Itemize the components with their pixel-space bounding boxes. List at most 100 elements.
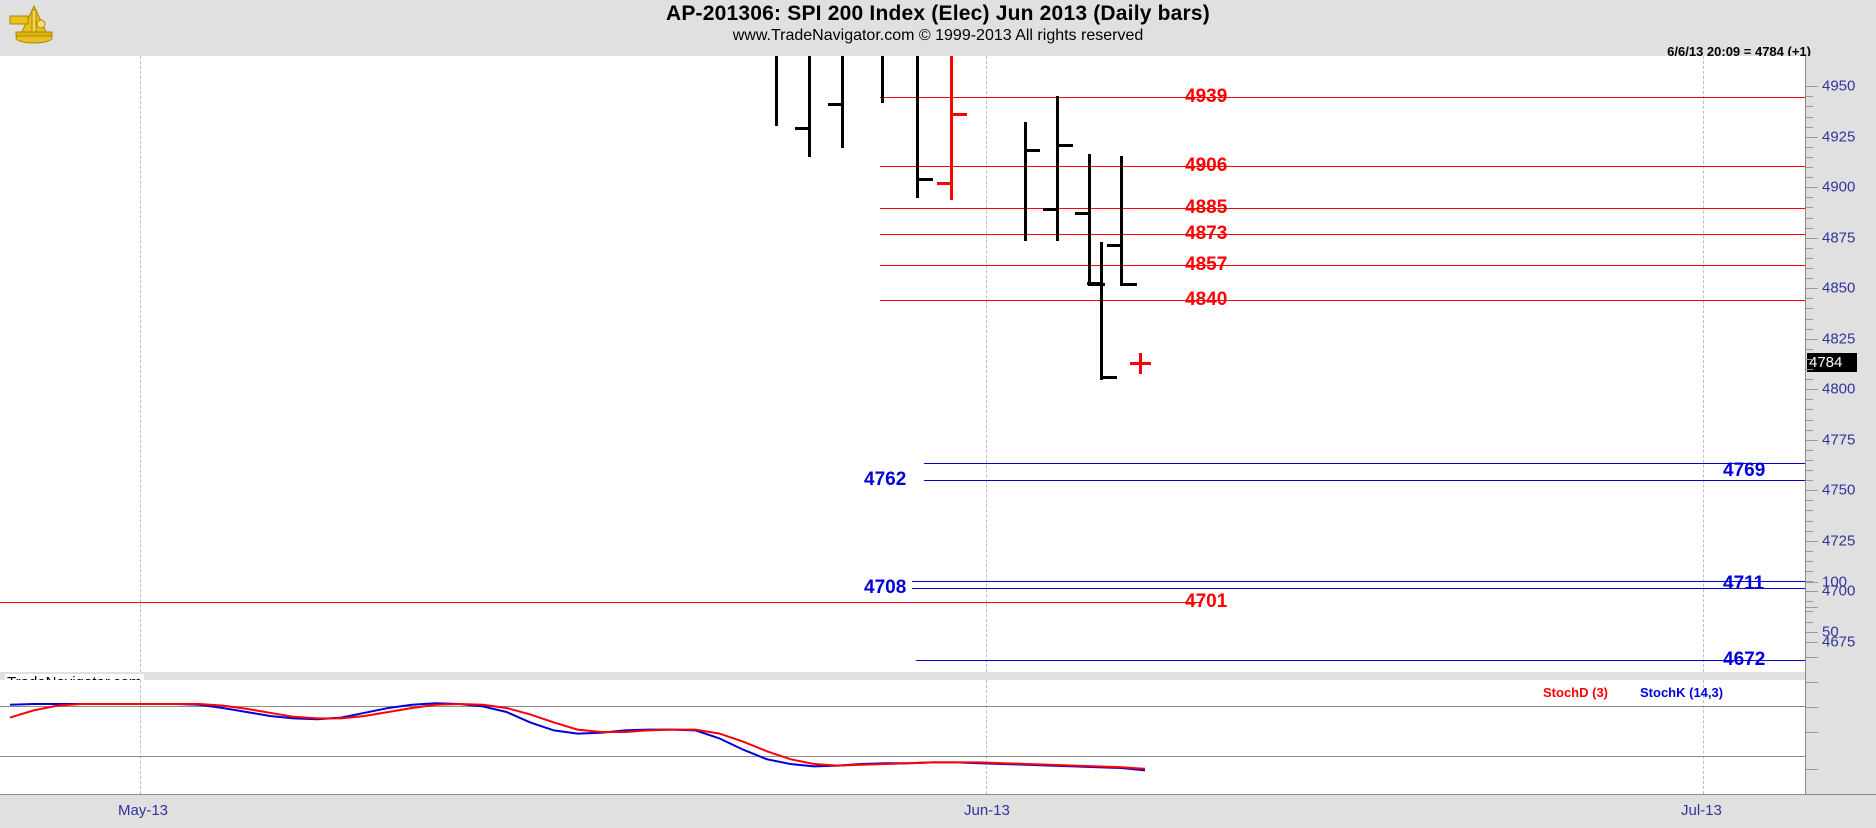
price-axis-tick [1806,490,1818,492]
price-line-4762[interactable] [924,480,1805,481]
price-axis-minor-tick [1806,167,1813,169]
date-label-may: May-13 [118,802,169,819]
last-price-flag: 4784 [1807,353,1857,372]
price-axis-minor-tick [1806,510,1813,512]
price-axis-minor-tick [1806,257,1813,259]
price-axis-label-4725: 4725 [1822,532,1856,550]
price-axis-minor-tick [1806,621,1813,623]
price-line-4840[interactable] [880,300,1805,301]
price-plot-area[interactable]: 4939 4906 4885 4873 4857 4840 4769 4762 … [0,56,1805,673]
last-quote-readout: 6/6/13 20:09 = 4784 (+1) [1667,44,1811,59]
price-axis-label-4950: 4950 [1822,77,1856,95]
price-axis-tick [1806,86,1818,88]
stoch-axis-label-100: 100 [1822,573,1848,591]
price-axis-minor-tick [1806,581,1813,583]
ohlc-bar[interactable] [881,56,884,103]
copyright-line: www.TradeNavigator.com © 1999-2013 All r… [732,27,1144,44]
stoch-axis-tick [1806,682,1818,683]
price-line-4857[interactable] [880,265,1805,266]
price-label-4711: 4711 [1723,573,1765,594]
ohlc-bar[interactable] [916,56,919,198]
price-axis-minor-tick [1806,156,1813,158]
price-axis-minor-tick [1806,419,1813,421]
price-axis-tick [1806,288,1818,290]
month-guide-jun [986,56,987,672]
price-axis-minor-tick [1806,348,1813,350]
price-line-4939[interactable] [880,97,1805,98]
price-axis-minor-tick [1806,369,1813,371]
price-line-4906[interactable] [880,166,1805,167]
cursor-crosshair-vertical [1139,353,1142,374]
price-axis-minor-tick [1806,631,1813,633]
price-axis-minor-tick [1806,550,1813,552]
price-axis-minor-tick [1806,278,1813,280]
price-label-4762: 4762 [864,469,907,490]
ohlc-close-tick [1123,283,1137,286]
panel-separator [0,672,1805,680]
price-axis-minor-tick [1806,560,1813,562]
stochastic-plot-area[interactable]: StochD (3) StochK (14,3) [0,680,1805,794]
price-label-4672: 4672 [1723,649,1766,670]
price-axis-label-4825: 4825 [1822,330,1856,348]
price-axis-minor-tick [1806,227,1813,229]
ohlc-bar[interactable] [1088,154,1091,286]
stoch-axis-tick [1806,707,1818,708]
price-axis-minor-tick [1806,601,1813,603]
stoch-axis-tick [1806,769,1818,770]
date-label-jun: Jun-13 [964,802,1010,819]
price-axis-minor-tick [1806,328,1813,330]
month-guide-may [140,56,141,672]
price-axis-tick [1806,641,1818,643]
price-axis-label-4675: 4675 [1822,633,1856,651]
chart-header: AP-201306: SPI 200 Index (Elec) Jun 2013… [0,0,1876,59]
price-axis-minor-tick [1806,409,1813,411]
price-line-4672[interactable] [916,660,1805,661]
month-guide-may-stoch [140,680,141,794]
price-axis-tick [1806,338,1818,340]
price-axis-minor-tick [1806,177,1813,179]
price-axis-minor-tick [1806,429,1813,431]
ohlc-bar[interactable] [950,56,953,200]
month-guide-jul [1703,56,1704,672]
price-axis-label-4900: 4900 [1822,178,1856,196]
price-line-4701[interactable] [0,602,1201,603]
ohlc-bar[interactable] [1056,96,1059,241]
price-line-4711[interactable] [912,581,1805,582]
ohlc-open-tick [1043,208,1056,211]
stoch-gridline-100 [0,706,1805,707]
price-axis-label-4850: 4850 [1822,279,1856,297]
price-axis-minor-tick [1806,298,1813,300]
price-axis-minor-tick [1806,116,1813,118]
price-label-4857: 4857 [1185,254,1228,275]
ohlc-open-tick [1087,282,1100,285]
price-axis[interactable]: 4784 100 50 4950 4925 4900 4875 4850 4825 4800… [1805,56,1876,794]
price-line-4769[interactable] [924,463,1805,464]
stoch-axis-tick [1806,582,1818,583]
price-axis-label-4875: 4875 [1822,229,1856,247]
ohlc-bar[interactable] [841,56,844,148]
price-axis-minor-tick [1806,217,1813,219]
ohlc-bar[interactable] [1120,156,1123,286]
price-line-4885[interactable] [880,208,1805,209]
ohlc-bar[interactable] [1100,242,1103,380]
ohlc-close-tick [1027,149,1040,152]
price-axis-tick [1806,591,1818,593]
price-axis-minor-tick [1806,449,1813,451]
price-axis-tick [1806,136,1818,138]
page-title: AP-201306: SPI 200 Index (Elec) Jun 2013… [665,2,1211,25]
stoch-axis-tick [1806,657,1818,658]
price-label-4708: 4708 [864,577,907,598]
ohlc-open-tick [1107,244,1120,247]
price-line-4873[interactable] [880,234,1805,235]
price-line-4708[interactable] [912,588,1805,589]
ohlc-bar[interactable] [808,56,811,157]
price-axis-label-4925: 4925 [1822,128,1856,146]
price-axis-minor-tick [1806,358,1813,360]
date-axis[interactable]: May-13 Jun-13 Jul-13 [0,794,1876,828]
price-axis-minor-tick [1806,308,1813,310]
ohlc-bar[interactable] [775,56,778,126]
price-axis-label-4700: 4700 [1822,582,1856,600]
ohlc-bar[interactable] [1024,122,1027,241]
ohlc-close-tick [919,178,933,181]
